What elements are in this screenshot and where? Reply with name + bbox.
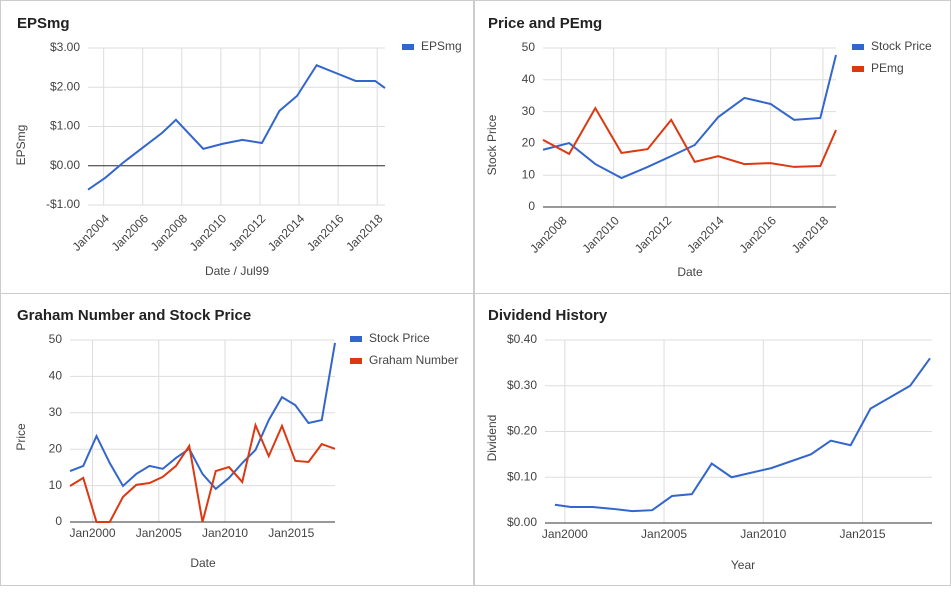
legend-swatch [852,66,864,72]
panel [0,293,474,586]
y-tick-label: $1.00 [50,119,80,133]
x-tick-label: Jan2018 [789,213,832,256]
y-axis-label: EPSmg [14,125,28,166]
x-tick-label: Jan2014 [265,211,308,254]
y-tick-label: -$1.00 [46,197,80,211]
y-tick-label: $0.20 [507,424,537,438]
y-axis-label: Price [14,423,28,451]
line-series [87,64,386,191]
line-series [554,357,931,513]
legend-swatch [852,44,864,50]
y-tick-label: 0 [528,199,535,213]
legend-swatch [350,358,362,364]
legend-label: Stock Price [871,39,932,53]
x-tick-label: Jan2010 [202,526,248,540]
x-tick-label: Jan2015 [268,526,314,540]
legend-label: PEmg [871,61,904,75]
x-tick-label: Jan2000 [542,527,588,541]
x-tick-label: Jan2012 [632,213,675,256]
y-tick-label: $0.30 [507,378,537,392]
x-tick-label: Jan2010 [740,527,786,541]
y-tick-label: 10 [49,478,63,492]
x-tick-label: Jan2010 [580,213,623,256]
chart-title: Dividend History [488,307,608,324]
x-tick-label: Jan2016 [737,213,780,256]
legend-swatch [350,336,362,342]
x-tick-label: Jan2008 [148,211,191,254]
y-tick-label: 50 [522,40,536,54]
x-tick-label: Jan2016 [304,211,347,254]
x-tick-label: Jan2005 [136,526,182,540]
y-tick-label: 50 [49,332,63,346]
x-tick-label: Jan2012 [226,211,269,254]
x-tick-label: Jan2010 [187,211,230,254]
x-tick-label: Jan2015 [840,527,886,541]
x-tick-label: Jan2004 [70,211,113,254]
line-series [69,342,336,491]
x-tick-label: Jan2006 [109,211,152,254]
x-tick-label: Jan2000 [70,526,116,540]
x-axis-label: Date / Jul99 [205,264,269,278]
legend-label: Stock Price [369,331,430,345]
y-tick-label: 0 [55,514,62,528]
x-axis-label: Date [190,556,216,570]
panel [474,293,951,586]
chart-title: Price and PEmg [488,15,602,32]
chart-title: EPSmg [17,15,70,32]
x-axis-label: Year [731,558,755,572]
line-series [542,54,837,180]
y-axis-label: Dividend [485,415,499,462]
x-tick-label: Jan2005 [641,527,687,541]
y-tick-label: $0.10 [507,469,537,483]
y-tick-label: 20 [49,441,63,455]
y-tick-label: $0.00 [50,158,80,172]
x-tick-label: Jan2014 [684,213,727,256]
y-tick-label: 30 [522,104,536,118]
legend-swatch [402,44,414,50]
y-tick-label: 20 [522,136,536,150]
chart-title: Graham Number and Stock Price [17,307,251,324]
legend-label: Graham Number [369,353,458,367]
y-tick-label: $0.40 [507,332,537,346]
x-axis-label: Date [677,265,703,279]
line-series [69,421,336,523]
y-tick-label: 10 [522,167,536,181]
y-tick-label: 30 [49,405,63,419]
y-tick-label: 40 [49,369,63,383]
y-tick-label: $3.00 [50,40,80,54]
y-tick-label: 40 [522,72,536,86]
legend-label: EPSmg [421,39,462,53]
x-tick-label: Jan2008 [527,213,570,256]
y-axis-label: Stock Price [485,114,499,175]
y-tick-label: $2.00 [50,79,80,93]
x-tick-label: Jan2018 [343,211,386,254]
y-tick-label: $0.00 [507,515,537,529]
line-series [542,106,837,168]
